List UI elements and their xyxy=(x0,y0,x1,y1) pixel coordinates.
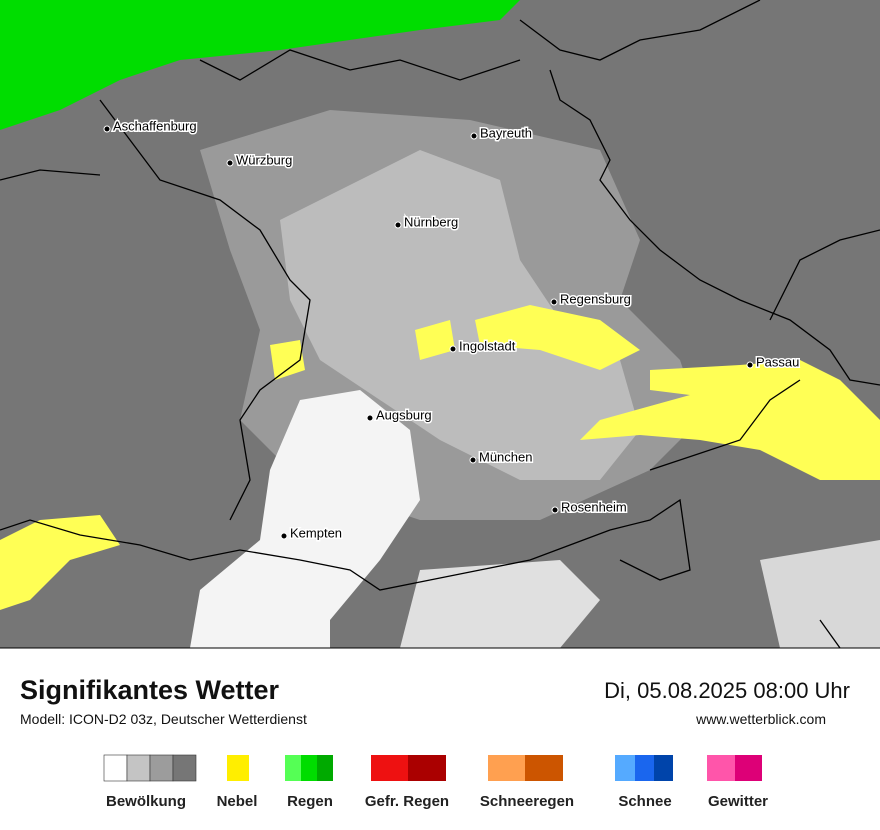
legend-label: Bewölkung xyxy=(106,793,186,810)
city-label: Würzburg xyxy=(236,152,292,167)
fog xyxy=(270,340,305,380)
city-label: Passau xyxy=(756,354,799,369)
city-dot xyxy=(103,125,111,133)
footer-panel xyxy=(0,648,880,830)
subtitle: Modell: ICON-D2 03z, Deutscher Wetterdie… xyxy=(20,711,307,727)
city-label: Kempten xyxy=(290,525,342,540)
city-dot xyxy=(280,532,288,540)
city-dot xyxy=(449,345,457,353)
city-label: Regensburg xyxy=(560,291,631,306)
city-label: Aschaffenburg xyxy=(113,118,197,133)
city-markers: Aschaffenburg Würzburg Bayreuth Nürnberg Reg… xyxy=(103,117,801,542)
city-label: Ingolstadt xyxy=(459,338,516,353)
cloud-clear xyxy=(190,390,420,648)
url: www.wetterblick.com xyxy=(695,711,826,727)
cloud-light xyxy=(760,540,880,648)
cloud-clear xyxy=(400,560,600,648)
legend-label: Gewitter xyxy=(708,793,768,810)
cloud-light xyxy=(280,150,640,480)
city-dot xyxy=(470,132,478,140)
city-label: Augsburg xyxy=(376,407,432,422)
city-dot xyxy=(469,456,477,464)
legend-label: Gefr. Regen xyxy=(365,793,449,810)
city-dot xyxy=(551,506,559,514)
fog xyxy=(415,320,455,360)
city-dot xyxy=(366,414,374,422)
legend-label: Schnee xyxy=(618,793,671,810)
fog xyxy=(475,305,640,370)
city-dot xyxy=(746,361,754,369)
legend-label: Regen xyxy=(287,793,333,810)
city-label: Bayreuth xyxy=(480,125,532,140)
legend-label: Schneeregen xyxy=(480,793,574,810)
city-label: München xyxy=(479,449,532,464)
legend-label: Nebel xyxy=(217,793,258,810)
datetime: Di, 05.08.2025 08:00 Uhr xyxy=(604,678,850,703)
rain xyxy=(0,0,520,130)
map: Aschaffenburg Würzburg Bayreuth Nürnberg Reg… xyxy=(0,0,880,649)
fog xyxy=(580,360,880,480)
city-dot xyxy=(226,159,234,167)
city-label: Rosenheim xyxy=(561,499,627,514)
legend-labels: Bewölkung Nebel Regen Gefr. Regen Schneerege… xyxy=(106,793,768,810)
borders xyxy=(0,0,880,649)
fog xyxy=(0,515,120,610)
city-label: Nürnberg xyxy=(404,214,458,229)
city-dot xyxy=(550,298,558,306)
title: Signifikantes Wetter xyxy=(20,675,280,705)
city-dot xyxy=(394,221,402,229)
legend-swatches xyxy=(103,754,762,782)
